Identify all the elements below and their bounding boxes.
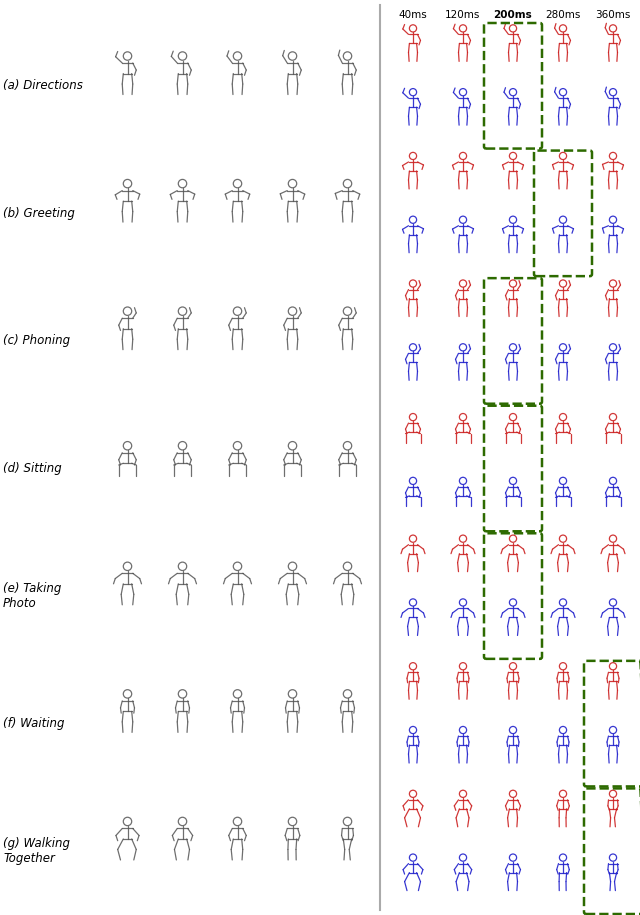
Text: (e) Taking
Photo: (e) Taking Photo: [3, 582, 61, 610]
Text: (b) Greeting: (b) Greeting: [3, 207, 75, 220]
Text: (f) Waiting: (f) Waiting: [3, 717, 65, 730]
Text: 280ms: 280ms: [545, 10, 580, 20]
Text: (d) Sitting: (d) Sitting: [3, 462, 61, 475]
Text: (c) Phoning: (c) Phoning: [3, 334, 70, 348]
Text: (g) Walking
Together: (g) Walking Together: [3, 837, 70, 866]
Text: 120ms: 120ms: [445, 10, 481, 20]
Text: 360ms: 360ms: [595, 10, 630, 20]
Text: 40ms: 40ms: [399, 10, 428, 20]
Text: (a) Directions: (a) Directions: [3, 80, 83, 92]
Text: 200ms: 200ms: [493, 10, 532, 20]
